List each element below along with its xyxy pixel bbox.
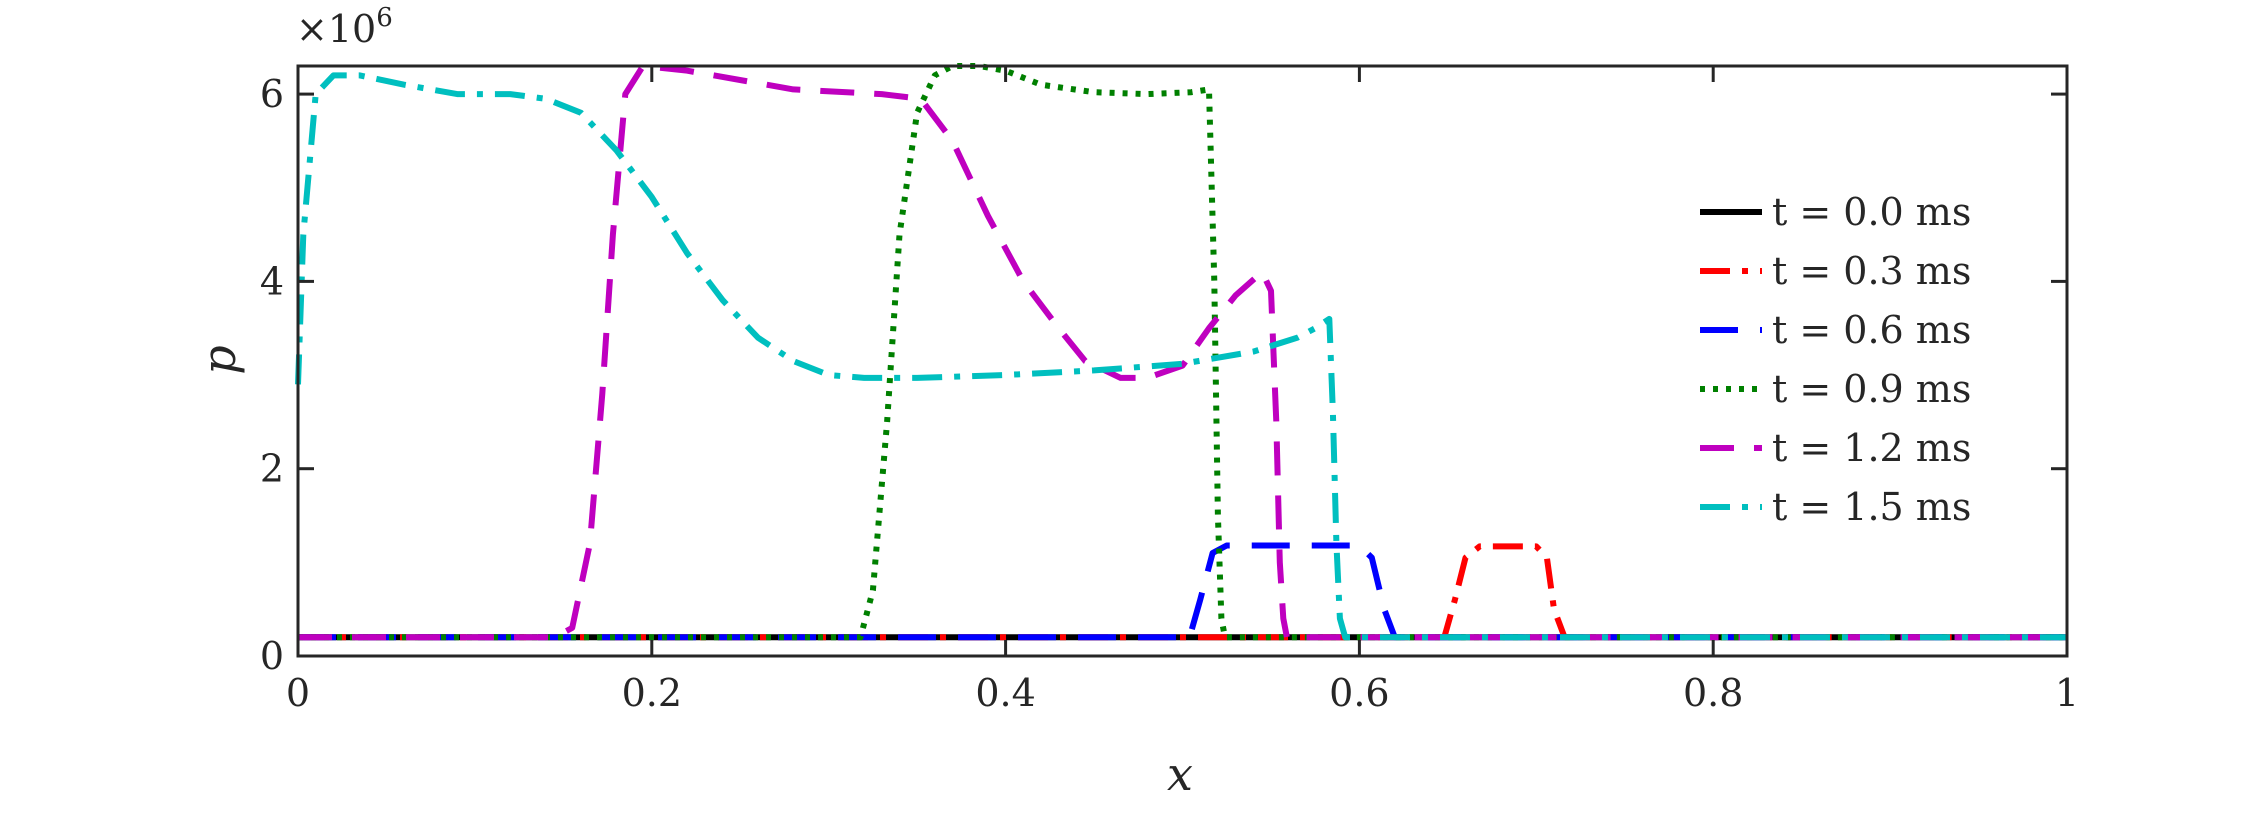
legend-label-1: t = 0.3 ms bbox=[1772, 249, 1971, 293]
axes-layer: 0 0.2 0.4 0.6 0.8 1 0 2 4 6 bbox=[260, 64, 2079, 715]
x-tick-label: 0.8 bbox=[1683, 671, 1743, 715]
x-tick-label: 1 bbox=[2055, 671, 2079, 715]
series-line-2 bbox=[298, 542, 2067, 641]
legend-label-0: t = 0.0 ms bbox=[1772, 190, 1971, 234]
x-axis-title: x bbox=[1167, 747, 1193, 801]
y-tick-label: 2 bbox=[260, 447, 284, 491]
series-line-5 bbox=[295, 72, 2067, 641]
y-tick-label: 6 bbox=[260, 72, 284, 116]
y-multiplier-exponent: 6 bbox=[376, 3, 393, 33]
x-tick-label: 0.4 bbox=[975, 671, 1035, 715]
y-axis-title: p bbox=[192, 345, 246, 374]
x-tick-label: 0.6 bbox=[1329, 671, 1389, 715]
series-line-3 bbox=[298, 63, 2067, 641]
axes-box bbox=[296, 64, 2069, 658]
series-line-1 bbox=[298, 543, 2067, 641]
legend: t = 0.0 ms t = 0.3 ms t = 0.6 ms t = 0.9 ms… bbox=[1700, 190, 1971, 529]
series-layer bbox=[295, 63, 2067, 641]
legend-label-4: t = 1.2 ms bbox=[1772, 426, 1971, 470]
x-tick-label: 0 bbox=[286, 671, 310, 715]
y-tick-label: 4 bbox=[260, 259, 284, 303]
series-line-4 bbox=[298, 63, 2067, 641]
y-multiplier-label: ×106 bbox=[296, 3, 393, 51]
x-tick-label: 0.2 bbox=[622, 671, 682, 715]
y-tick-label: 0 bbox=[260, 634, 284, 678]
legend-label-5: t = 1.5 ms bbox=[1772, 485, 1971, 529]
legend-label-3: t = 0.9 ms bbox=[1772, 367, 1971, 411]
legend-label-2: t = 0.6 ms bbox=[1772, 308, 1971, 352]
y-multiplier-base: ×10 bbox=[296, 7, 376, 51]
